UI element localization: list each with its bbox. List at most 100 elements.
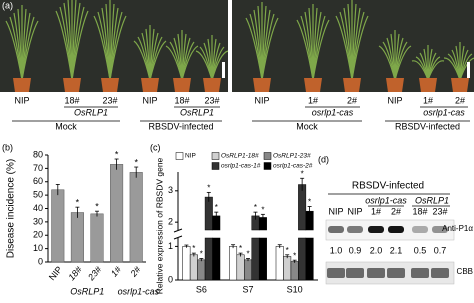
legend-swatch (263, 162, 272, 170)
leaf (261, 17, 279, 81)
axis-break (173, 235, 183, 240)
bar-base (305, 237, 314, 281)
pot (451, 78, 469, 92)
pot (173, 78, 191, 92)
x-tick-label: 18# (66, 264, 84, 283)
lane-label: NIP (347, 206, 362, 216)
legend-label: OsRLP1-23# (273, 153, 311, 160)
panel-label: (d) (318, 154, 329, 164)
legend-swatch (211, 162, 220, 170)
lane-label: 23# (204, 95, 219, 105)
bar (283, 256, 292, 281)
y-tick-label: 3 (168, 185, 173, 195)
band (367, 268, 385, 278)
line-label: osrlp1-cas (423, 107, 465, 117)
significance: * (215, 203, 218, 212)
band (387, 268, 405, 278)
significance: * (246, 250, 249, 259)
legend-swatch (211, 152, 220, 160)
panel-label: (c) (150, 142, 161, 152)
bar (275, 246, 284, 281)
group-label: OsRLP1 (70, 286, 104, 296)
leaf (427, 60, 445, 81)
legend-swatch (263, 152, 272, 160)
lane-label: 1# (308, 95, 318, 105)
bar (298, 184, 307, 231)
ratio: 0.5 (414, 245, 427, 255)
significance: * (254, 203, 257, 212)
band (412, 226, 428, 233)
lane-label: 1# (423, 95, 433, 105)
leaf (211, 50, 229, 81)
lane-label: 2# (455, 95, 465, 105)
leaf (71, 10, 89, 81)
group-label: osrlp1-cas (118, 286, 160, 296)
panel-label: (a) (2, 0, 13, 10)
leaf (149, 40, 167, 81)
ratio: 2.1 (390, 245, 403, 255)
pot (13, 78, 31, 92)
significance: * (95, 202, 99, 212)
y-tick-label: 80 (33, 149, 43, 159)
lane-label: NIP (142, 95, 157, 105)
photo-background (0, 0, 228, 92)
pot (101, 78, 119, 92)
significance: * (134, 157, 138, 167)
bar (229, 246, 238, 281)
leaf (312, 19, 330, 81)
y-axis-label: Relative expression of RBSDV gene (154, 157, 164, 294)
lane-label: 2# (347, 95, 357, 105)
significance: * (293, 251, 296, 260)
band (432, 226, 448, 233)
x-tick-label: S6 (196, 284, 207, 294)
band (346, 268, 364, 278)
bar-base (204, 237, 213, 281)
line-label: OsRLP1 (180, 107, 214, 117)
plants (5, 0, 474, 92)
y-tick-label: 1 (168, 241, 173, 251)
x-tick-label: 1# (109, 264, 124, 279)
significance: * (261, 205, 264, 214)
significance: * (115, 149, 119, 159)
pot (386, 78, 404, 92)
y-tick-label: 2 (168, 217, 173, 227)
leaf (394, 45, 412, 81)
lane-label: 18# (174, 95, 189, 105)
bar (189, 254, 198, 281)
significance: * (301, 169, 304, 178)
y-tick-label: 10 (33, 243, 43, 253)
significance: * (308, 198, 311, 207)
bar (236, 254, 245, 281)
bar (129, 172, 143, 263)
ratio: 2.0 (370, 245, 383, 255)
legend-label: NIP (185, 153, 196, 160)
pot (304, 78, 322, 92)
y-axis-label: Disease incidence (%) (6, 159, 17, 259)
pot (141, 78, 159, 92)
legend-label: osrlp1-cas-2# (273, 163, 313, 170)
bar (197, 259, 206, 281)
legend-swatch (175, 152, 184, 160)
leaf (351, 15, 369, 81)
condition-label: RBSDV-infected (395, 121, 460, 131)
bar (110, 164, 124, 263)
ratio: 1.0 (330, 245, 343, 255)
lane-label: 23# (102, 95, 117, 105)
condition-label: Mock (296, 121, 318, 131)
lane-label: 23# (432, 206, 447, 216)
legend-label: OsRLP1-18# (221, 153, 259, 160)
ratio: 0.9 (349, 245, 362, 255)
blot-title: RBSDV-infected (352, 181, 424, 192)
band (347, 226, 363, 233)
x-tick-label: 2# (128, 264, 143, 280)
bar-base (258, 237, 267, 281)
lane-label: NIP (14, 95, 29, 105)
significance: * (192, 244, 195, 253)
legend-label: osrlp1-cas-1# (221, 163, 261, 170)
lane-label: 2# (391, 206, 401, 216)
band (368, 226, 384, 233)
band (431, 268, 449, 278)
y-tick-label: 50 (33, 190, 43, 200)
bar (90, 213, 104, 263)
significance: * (239, 244, 242, 253)
